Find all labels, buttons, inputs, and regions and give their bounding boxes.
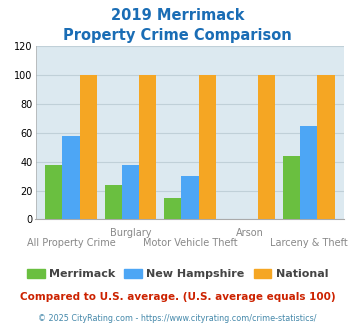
Bar [105,185,122,219]
Bar [45,165,62,219]
Bar [139,75,156,219]
Bar [198,75,216,219]
Text: Compared to U.S. average. (U.S. average equals 100): Compared to U.S. average. (U.S. average … [20,292,335,302]
Bar [62,136,80,219]
Text: © 2025 CityRating.com - https://www.cityrating.com/crime-statistics/: © 2025 CityRating.com - https://www.city… [38,314,317,323]
Bar [181,176,198,219]
Bar [283,156,300,219]
Bar [317,75,335,219]
Bar [300,126,317,219]
Text: 2019 Merrimack: 2019 Merrimack [111,8,244,23]
Bar [258,75,275,219]
Text: Arson: Arson [235,228,263,238]
Bar [122,165,139,219]
Text: All Property Crime: All Property Crime [27,238,115,248]
Bar [80,75,97,219]
Legend: Merrimack, New Hampshire, National: Merrimack, New Hampshire, National [22,265,333,284]
Bar [164,198,181,219]
Text: Burglary: Burglary [110,228,151,238]
Text: Property Crime Comparison: Property Crime Comparison [63,28,292,43]
Text: Larceny & Theft: Larceny & Theft [270,238,348,248]
Text: Motor Vehicle Theft: Motor Vehicle Theft [143,238,237,248]
